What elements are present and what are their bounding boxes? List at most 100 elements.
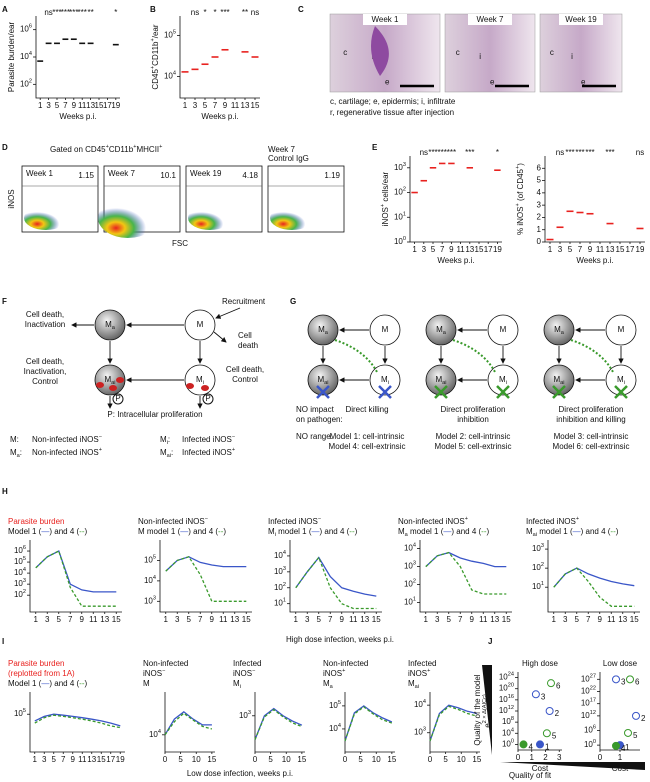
quality-wedge [500,762,645,770]
y-tick-label: 1016 [499,694,514,704]
x-tick-label: 1 [618,753,623,762]
model-point [536,740,544,749]
text-part: 1 [413,597,416,603]
impact: Direct proliferation [559,405,624,414]
model-curve [344,705,393,742]
y-tick-label: 101 [274,598,286,608]
text-part: a [330,684,334,690]
text-part: 4 [338,723,341,729]
text-part: Non-infected iNOS [32,448,99,457]
x-tick-label: 5 [57,615,62,624]
x-tick-label: 3 [305,615,310,624]
text-part: + [232,447,235,453]
plot-title: Infected iNOS− [268,516,321,526]
text-part: ) [487,527,490,536]
text-part: 2 [403,187,406,193]
flow-density [24,206,68,230]
text-part: ) and 4 ( [49,527,79,536]
note: Inactivation [25,320,65,329]
cell-label: M [500,325,507,334]
x-tick-label: 5 [358,755,363,764]
x-axis-label: Low dose infection, weeks p.i. [187,769,293,778]
text-part: 24 [508,672,514,678]
text-part: M [381,375,388,384]
flow-density [188,206,232,230]
significance: *** [428,148,437,157]
note: P: Intracellular proliferation [107,410,202,419]
x-tick-label: 19 [116,755,125,764]
y-tick-label: 3 [537,200,542,209]
significance: ns [191,8,199,17]
model-curve [165,556,247,602]
significance: *** [220,8,229,17]
histology-image [444,13,536,93]
x-tick-label: 15 [251,101,260,110]
x-tick-label: 3 [435,615,440,624]
y-tick-label: 104 [414,700,426,710]
text-part: ) [223,527,226,536]
cell-mi [487,364,519,396]
x-tick-label: 7 [68,615,73,624]
text-part: -- [218,527,224,536]
text-part: 10 [502,717,511,726]
y-tick-label: 103 [144,596,156,606]
significance: *** [52,8,61,17]
flow-value: 10.1 [160,171,176,180]
x-tick-label: 5 [568,245,573,254]
x-tick-label: 15 [472,755,481,764]
cell-m [369,314,401,346]
y-tick-label: 1017 [581,698,596,708]
prolif-label: P [115,394,120,403]
text-part: (replotted from 1A) [8,669,75,678]
cell-ma [425,314,457,346]
y-tick-label: 101 [394,212,406,222]
y-tick-label: 1022 [581,686,596,696]
x-tick-label: 11 [78,101,87,110]
y-axis-label: % iNOS+ (of CD45+) [515,163,525,235]
text-part: % iNOS [516,207,525,235]
axis-line [547,540,640,613]
text-part: iNOS [408,669,427,678]
x-tick-label: 7 [586,615,591,624]
y-tick-label: 104 [144,575,156,585]
significance: *** [447,148,456,157]
y-tick-label: 106 [584,725,596,735]
flow-value: 1.15 [78,171,94,180]
model-point [547,679,555,688]
x-tick-label: 5 [575,615,580,624]
x-tick-label: 11 [349,615,358,624]
text-part: 1 [541,582,544,588]
cell-label: Ma [318,325,329,336]
x-tick-label: 19 [111,101,120,110]
text-part: 0 [403,236,406,242]
impact-heading: on pathogen: [296,415,343,424]
x-tick-label: 9 [598,615,603,624]
cell-label: Mi [499,375,507,386]
text-part: /ear [151,24,160,38]
x-tick-label: 1 [164,615,169,624]
y-tick-label: 101 [404,597,416,607]
x-tick-label: 5 [431,245,436,254]
text-part: 10 [532,544,541,553]
y-tick-label: 104 [404,543,416,553]
y-tick-label: 103 [274,566,286,576]
y-tick-label: 100 [394,236,406,246]
x-tick-label: 9 [71,755,76,764]
text-part: 4 [283,550,286,556]
significance: * [114,8,117,17]
text-part: 2 [29,79,32,85]
text-part: 10 [404,562,413,571]
x-tick-label: 11 [231,101,240,110]
text-part: ai [111,380,115,386]
text-part: − [162,668,165,674]
note: Control [232,375,258,384]
axis-line [179,16,260,99]
x-tick-label: 3 [46,101,51,110]
x-tick-label: 15 [475,245,484,254]
arrow [213,331,227,343]
model-range: Model 1: cell-intrinsic [330,432,405,441]
cell-mai [425,364,457,396]
text-part: 8 [511,717,514,723]
x-tick-label: 13 [606,245,615,254]
